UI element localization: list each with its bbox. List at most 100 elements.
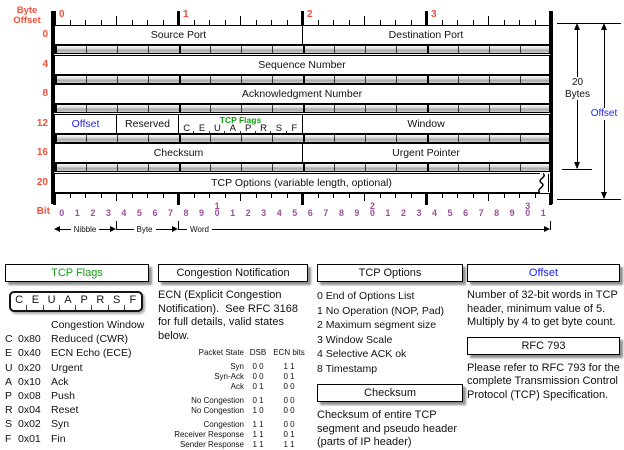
ruler-tick <box>286 193 288 198</box>
ruler-tick <box>534 20 536 25</box>
ruler-tick <box>224 193 226 198</box>
byte-offset-line2: Offset <box>13 15 41 26</box>
bit-number-digit: 6 <box>152 208 158 218</box>
ecn-ecn: 1 1 <box>283 362 295 371</box>
flag-letter: P <box>5 390 13 403</box>
tcp-option-item: 2 Maximum segment size <box>317 319 437 331</box>
flag-code: 0x02 <box>18 418 41 431</box>
bit-number: 6 <box>458 202 474 218</box>
ecn-state: Syn <box>230 362 244 371</box>
panel-tcp-options: TCP Options 0 End of Options List 1 No Op… <box>317 264 463 450</box>
row-offset-label: 8 <box>42 88 48 99</box>
ecn-dsb: 0 0 <box>252 372 264 381</box>
ecn-ecn: 0 0 <box>283 420 295 429</box>
bit-number: 7 <box>163 202 179 218</box>
ruler-tick <box>348 193 350 198</box>
bit-ruler <box>53 193 552 205</box>
ruler-tick <box>69 193 71 198</box>
flag-desc: Reset <box>51 404 79 417</box>
field-label: Sequence Number <box>258 58 346 71</box>
flag-letter: E <box>194 123 211 133</box>
arrow-down-icon <box>601 192 607 199</box>
ecn-ecn: 0 0 <box>283 382 295 391</box>
tcp-option-item: 0 End of Options List <box>317 290 415 302</box>
ruler-tick <box>147 193 148 198</box>
ruler-tick <box>519 193 520 198</box>
bit-number: 1 <box>535 202 551 218</box>
bit-number: 0 <box>54 202 70 218</box>
flag-definitions: Congestion Window C 0x80 Reduced (CWR) E 0x40… <box>5 318 149 446</box>
byte-label: Byte <box>136 224 153 234</box>
field-reserved: Reserved <box>117 114 179 133</box>
bit-number-digit: 0 <box>59 208 65 218</box>
field-offset: Offset <box>55 114 117 133</box>
field-tcp-flags: TCP Flags C E U A P R S F <box>179 114 303 133</box>
row-offset-label: 12 <box>36 117 48 129</box>
bit-number: 9 <box>194 202 210 218</box>
flag-letter: A <box>225 123 241 133</box>
ecn-ecn: 0 1 <box>283 372 295 381</box>
ruler-tick <box>177 193 180 205</box>
flag-letter: R <box>92 293 109 310</box>
ruler-tick <box>240 193 241 201</box>
tcp-flags-panel-title: TCP Flags <box>5 264 149 282</box>
ruler-tick <box>410 193 412 198</box>
field-label: Destination Port <box>388 29 464 41</box>
bit-number-digit: 2 <box>400 208 406 218</box>
field-label: Window <box>407 117 445 130</box>
arrow-left-icon <box>54 226 60 232</box>
ruler-tick <box>53 193 56 205</box>
flag-desc: Fin <box>51 432 66 445</box>
bit-number: 9 <box>349 202 365 218</box>
ruler-tick <box>364 193 365 201</box>
bit-number-digit: 9 <box>354 208 360 218</box>
row-offset-label: 0 <box>42 29 48 40</box>
flag-desc: Congestion Window <box>51 319 145 331</box>
bit-number: 4 <box>427 202 443 218</box>
ruler-tick <box>100 20 102 25</box>
ruler-tick <box>131 20 133 25</box>
flag-letter: F <box>129 294 137 306</box>
flag-code: 0x10 <box>18 375 41 388</box>
arrow-right-icon <box>110 226 116 232</box>
ecn-state: No Congestion <box>191 406 244 415</box>
ruler-tick <box>286 20 288 25</box>
torn-edge-icon <box>538 172 545 193</box>
ecn-state: Ack <box>230 382 244 391</box>
field-label: Source Port <box>150 29 207 41</box>
flag-letter: P <box>241 123 257 133</box>
ecn-dsb: 0 1 <box>252 382 264 391</box>
bit-label: Bit <box>36 206 50 217</box>
ruler-tick <box>379 193 381 198</box>
bit-number: 5 <box>132 202 148 218</box>
bit-number-digit: 4 <box>432 208 438 218</box>
ecn-header-ecn: ECN bits <box>273 348 305 357</box>
ecn-state-row: Receiver Response 1 1 0 1 <box>158 430 308 440</box>
bit-number: 1 <box>225 202 241 218</box>
bit-number-digit: 5 <box>136 208 142 218</box>
ecn-state-row: Sender Response 1 1 1 1 <box>158 440 308 450</box>
bit-number-digit: 3 <box>105 208 111 218</box>
bit-number: 8 <box>334 202 350 218</box>
row-separator-bar <box>54 45 550 54</box>
flag-letter: S <box>109 293 126 310</box>
header-row: Acknowledgment Number <box>54 84 550 104</box>
field-label: Reserved <box>125 117 170 130</box>
tcp-options-list: 0 End of Options List 1 No Operation (NOP… <box>317 289 463 376</box>
flag-letter: S <box>5 418 13 431</box>
header-row: TCP Options (variable length, optional) <box>54 172 549 193</box>
byte-ruler-number: 1 <box>183 9 189 20</box>
tcp-option-item: 1 No Operation (NOP, Pad) <box>317 304 445 317</box>
flag-definition-row: A 0x10 Ack <box>5 375 149 389</box>
bit-number: 3 <box>256 202 272 218</box>
ecn-state-row: Ack 0 1 0 0 <box>158 382 308 392</box>
ecn-state-group: No Congestion 0 1 0 0 No Congestion 1 0 0 0 <box>158 396 308 416</box>
flag-letter: P <box>76 293 93 310</box>
tcp-option-item: 3 Window Scale <box>317 333 393 346</box>
panel-offset: Offset Number of 32-bit words in TCP hea… <box>467 264 620 402</box>
bit-number-digit: 1 <box>214 201 220 211</box>
